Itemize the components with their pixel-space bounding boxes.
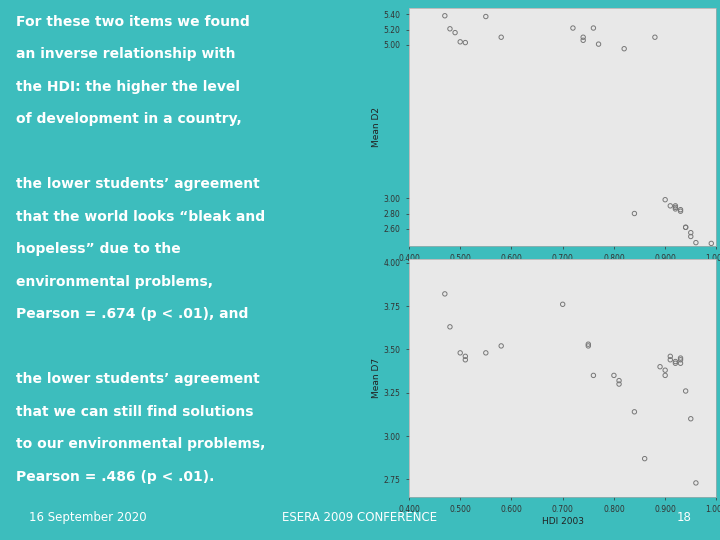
Text: that the world looks “bleak and: that the world looks “bleak and — [17, 210, 266, 224]
Point — [613, 376, 625, 385]
Text: to our environmental problems,: to our environmental problems, — [17, 437, 266, 451]
Text: ESERA 2009 CONFERENCE: ESERA 2009 CONFERENCE — [282, 511, 438, 524]
Point — [675, 359, 686, 368]
Point — [567, 24, 579, 32]
Y-axis label: Mean D2: Mean D2 — [372, 107, 381, 147]
Point — [439, 289, 451, 298]
Point — [660, 195, 671, 204]
Point — [654, 362, 666, 371]
Point — [577, 33, 589, 42]
X-axis label: HDI 2003: HDI 2003 — [541, 517, 584, 526]
Point — [459, 352, 471, 361]
Point — [495, 342, 507, 350]
Point — [557, 300, 569, 309]
Point — [675, 355, 686, 364]
Point — [480, 12, 492, 21]
Point — [577, 36, 589, 45]
Point — [639, 454, 650, 463]
Point — [629, 408, 640, 416]
Point — [444, 24, 456, 33]
Point — [439, 11, 451, 20]
Y-axis label: Mean D7: Mean D7 — [372, 358, 381, 398]
Point — [670, 205, 681, 213]
Text: that we can still find solutions: that we can still find solutions — [17, 404, 253, 418]
Point — [690, 478, 702, 487]
Point — [608, 371, 620, 380]
Point — [685, 232, 696, 241]
Point — [670, 357, 681, 366]
Point — [582, 342, 594, 350]
Point — [582, 340, 594, 348]
Point — [706, 239, 717, 248]
Point — [680, 223, 691, 232]
Point — [675, 354, 686, 362]
Point — [665, 355, 676, 364]
Text: an inverse relationship with: an inverse relationship with — [17, 48, 235, 62]
Point — [459, 355, 471, 364]
Text: the lower students’ agreement: the lower students’ agreement — [17, 177, 260, 191]
Point — [618, 44, 630, 53]
Text: the HDI: the higher the level: the HDI: the higher the level — [17, 80, 240, 94]
Text: environmental problems,: environmental problems, — [17, 275, 213, 289]
Point — [685, 228, 696, 237]
Point — [680, 223, 691, 232]
Point — [685, 414, 696, 423]
Point — [480, 348, 492, 357]
Point — [665, 201, 676, 210]
X-axis label: HDI 2003: HDI 2003 — [541, 266, 584, 275]
Point — [444, 322, 456, 331]
Point — [449, 28, 461, 37]
Point — [649, 33, 661, 42]
Text: 18: 18 — [676, 511, 691, 524]
Point — [680, 387, 691, 395]
Text: For these two items we found: For these two items we found — [17, 15, 250, 29]
Point — [454, 348, 466, 357]
Point — [670, 359, 681, 368]
Point — [454, 37, 466, 46]
Text: Pearson = .486 (p < .01).: Pearson = .486 (p < .01). — [17, 470, 215, 483]
Point — [670, 203, 681, 212]
Point — [495, 33, 507, 42]
Text: Pearson = .674 (p < .01), and: Pearson = .674 (p < .01), and — [17, 307, 248, 321]
Point — [675, 207, 686, 215]
Text: the lower students’ agreement: the lower students’ agreement — [17, 372, 260, 386]
Point — [588, 24, 599, 32]
Text: of development in a country,: of development in a country, — [17, 112, 242, 126]
Point — [670, 201, 681, 210]
Text: 16 September 2020: 16 September 2020 — [29, 511, 146, 524]
Point — [675, 205, 686, 214]
Point — [588, 371, 599, 380]
Point — [629, 209, 640, 218]
Point — [665, 352, 676, 361]
Point — [459, 38, 471, 47]
Text: hopeless” due to the: hopeless” due to the — [17, 242, 181, 256]
Point — [613, 380, 625, 388]
Point — [660, 366, 671, 375]
Point — [660, 371, 671, 380]
Point — [593, 40, 604, 49]
Point — [690, 238, 702, 247]
